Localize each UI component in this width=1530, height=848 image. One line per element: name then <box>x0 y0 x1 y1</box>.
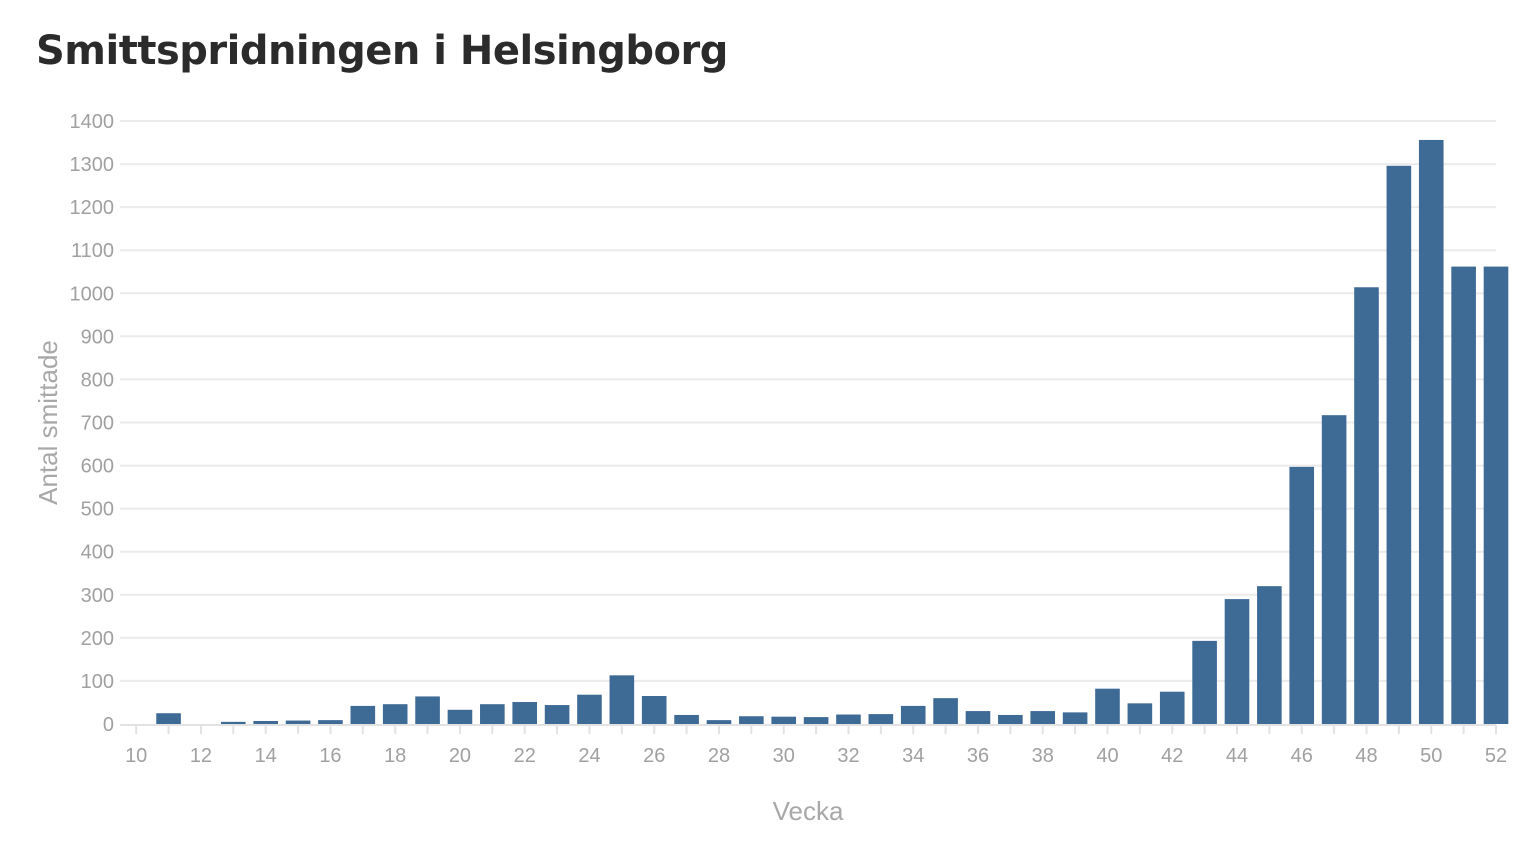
x-tick-label: 40 <box>1096 745 1118 767</box>
y-tick-label: 900 <box>81 326 114 348</box>
bar <box>1159 691 1185 724</box>
bar <box>1030 711 1056 724</box>
x-tick-label: 50 <box>1420 745 1442 767</box>
x-axis-title: Vecka <box>773 796 844 826</box>
bar <box>382 704 408 724</box>
bar <box>868 714 894 724</box>
bar <box>253 720 278 724</box>
y-tick-label: 0 <box>103 714 114 736</box>
chart-title: Smittspridningen i Helsingborg <box>36 28 728 74</box>
y-tick-label: 1300 <box>70 154 115 176</box>
x-tick-label: 14 <box>255 745 277 767</box>
y-tick-label: 500 <box>81 499 114 521</box>
bar <box>641 696 667 724</box>
x-tick-label: 24 <box>578 745 600 767</box>
bars <box>156 139 1509 725</box>
x-tick-label: 32 <box>837 745 859 767</box>
bar <box>415 696 440 724</box>
bar <box>1451 266 1476 724</box>
x-tick-label: 20 <box>449 745 471 767</box>
bar <box>1192 640 1217 724</box>
bar <box>965 711 991 724</box>
bar <box>1418 139 1444 725</box>
x-tick-label: 52 <box>1485 745 1507 767</box>
bar <box>156 713 181 724</box>
bar <box>836 714 861 724</box>
bar <box>1062 712 1088 724</box>
x-tick-label: 44 <box>1226 745 1248 767</box>
y-axis-tick-labels: 0 100 200 300 400 500 600 700 800 900 1000 1100 1200… <box>70 111 115 736</box>
x-tick-label: 48 <box>1355 745 1377 767</box>
y-tick-label: 300 <box>81 585 114 607</box>
bar <box>318 720 343 724</box>
bar <box>1386 165 1412 724</box>
x-tick-label: 26 <box>643 745 665 767</box>
bar <box>1289 466 1315 724</box>
bar <box>480 704 505 724</box>
y-tick-label: 700 <box>81 413 114 435</box>
bar <box>803 717 829 724</box>
bar <box>1095 688 1120 724</box>
x-tick-label: 46 <box>1291 745 1313 767</box>
bar <box>285 720 311 724</box>
bar <box>577 694 602 724</box>
grid-lines <box>120 120 1496 682</box>
bar <box>447 709 473 724</box>
bar <box>221 721 246 724</box>
bar <box>1483 266 1509 724</box>
x-tick-label: 12 <box>190 745 212 767</box>
x-tick-label: 38 <box>1032 745 1054 767</box>
x-tick-label: 36 <box>967 745 989 767</box>
x-tick-label: 34 <box>902 745 924 767</box>
y-tick-label: 600 <box>81 456 114 478</box>
x-tick-label: 22 <box>514 745 536 767</box>
y-tick-label: 1000 <box>70 283 115 305</box>
bar <box>706 720 732 724</box>
y-tick-label: 1200 <box>70 197 115 219</box>
bar <box>771 716 797 724</box>
x-tick-label: 18 <box>384 745 406 767</box>
y-tick-label: 200 <box>81 628 114 650</box>
bar <box>900 705 926 724</box>
x-tick-label: 28 <box>708 745 730 767</box>
y-tick-label: 800 <box>81 369 114 391</box>
bar <box>998 714 1023 724</box>
x-tick-label: 16 <box>319 745 341 767</box>
y-tick-label: 1400 <box>70 111 115 133</box>
x-tick-label: 10 <box>125 745 147 767</box>
y-tick-label: 400 <box>81 542 114 564</box>
bar <box>1321 415 1347 724</box>
bar <box>1224 599 1250 724</box>
bar <box>544 705 570 724</box>
bar <box>739 716 764 724</box>
y-tick-label: 100 <box>81 671 114 693</box>
bar <box>512 702 538 724</box>
bar <box>674 714 699 724</box>
x-tick-label: 30 <box>773 745 795 767</box>
bar <box>933 698 958 724</box>
bar <box>609 675 635 724</box>
x-tick-label: 42 <box>1161 745 1183 767</box>
bar <box>1127 703 1153 724</box>
x-axis-ticks: 10 12 14 16 18 20 22 24 26 28 30 32 34 36 38 40 42 44 46 48… <box>125 725 1507 767</box>
bar <box>1257 586 1282 724</box>
bar <box>1354 287 1379 724</box>
bar <box>350 705 376 724</box>
y-tick-label: 1100 <box>71 240 114 262</box>
y-axis-title: Antal smittade <box>33 340 63 505</box>
